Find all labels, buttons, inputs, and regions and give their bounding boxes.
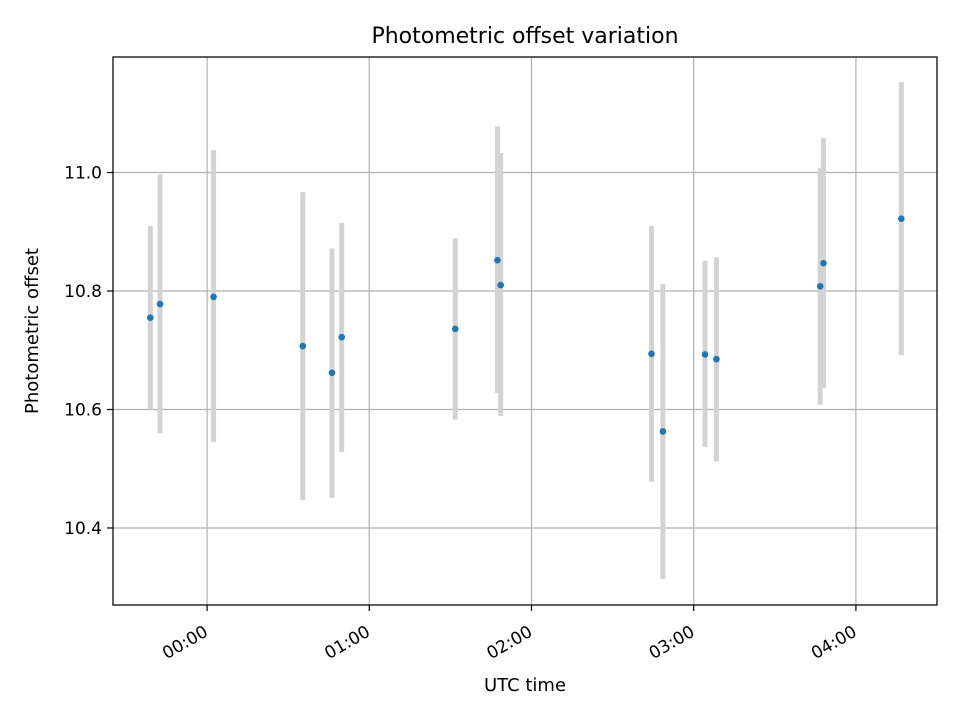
grid: [113, 57, 937, 605]
y-tick-label: 11.0: [64, 164, 102, 184]
x-axis-label: UTC time: [484, 675, 566, 696]
y-tick-label: 10.8: [64, 282, 102, 302]
y-tick-label: 10.6: [64, 400, 102, 420]
y-axis-label: Photometric offset: [22, 248, 43, 414]
data-point: [816, 282, 824, 290]
data-point: [497, 281, 504, 289]
data-point: [713, 355, 720, 363]
y-tick-label: 10.4: [64, 519, 102, 539]
data-point: [820, 259, 827, 267]
data-point: [648, 350, 655, 358]
data-point: [210, 293, 217, 301]
data-point: [898, 215, 905, 223]
data-point: [659, 428, 667, 435]
chart-title: Photometric offset variation: [371, 24, 678, 49]
plot-frame: [112, 56, 938, 606]
data-point: [494, 256, 501, 264]
data-points: [147, 215, 905, 435]
data-point: [338, 333, 346, 341]
data-point: [147, 314, 154, 321]
data-point: [299, 342, 307, 350]
data-point: [701, 351, 709, 358]
data-point: [451, 325, 459, 333]
data-point: [328, 369, 336, 377]
data-point: [156, 300, 164, 308]
